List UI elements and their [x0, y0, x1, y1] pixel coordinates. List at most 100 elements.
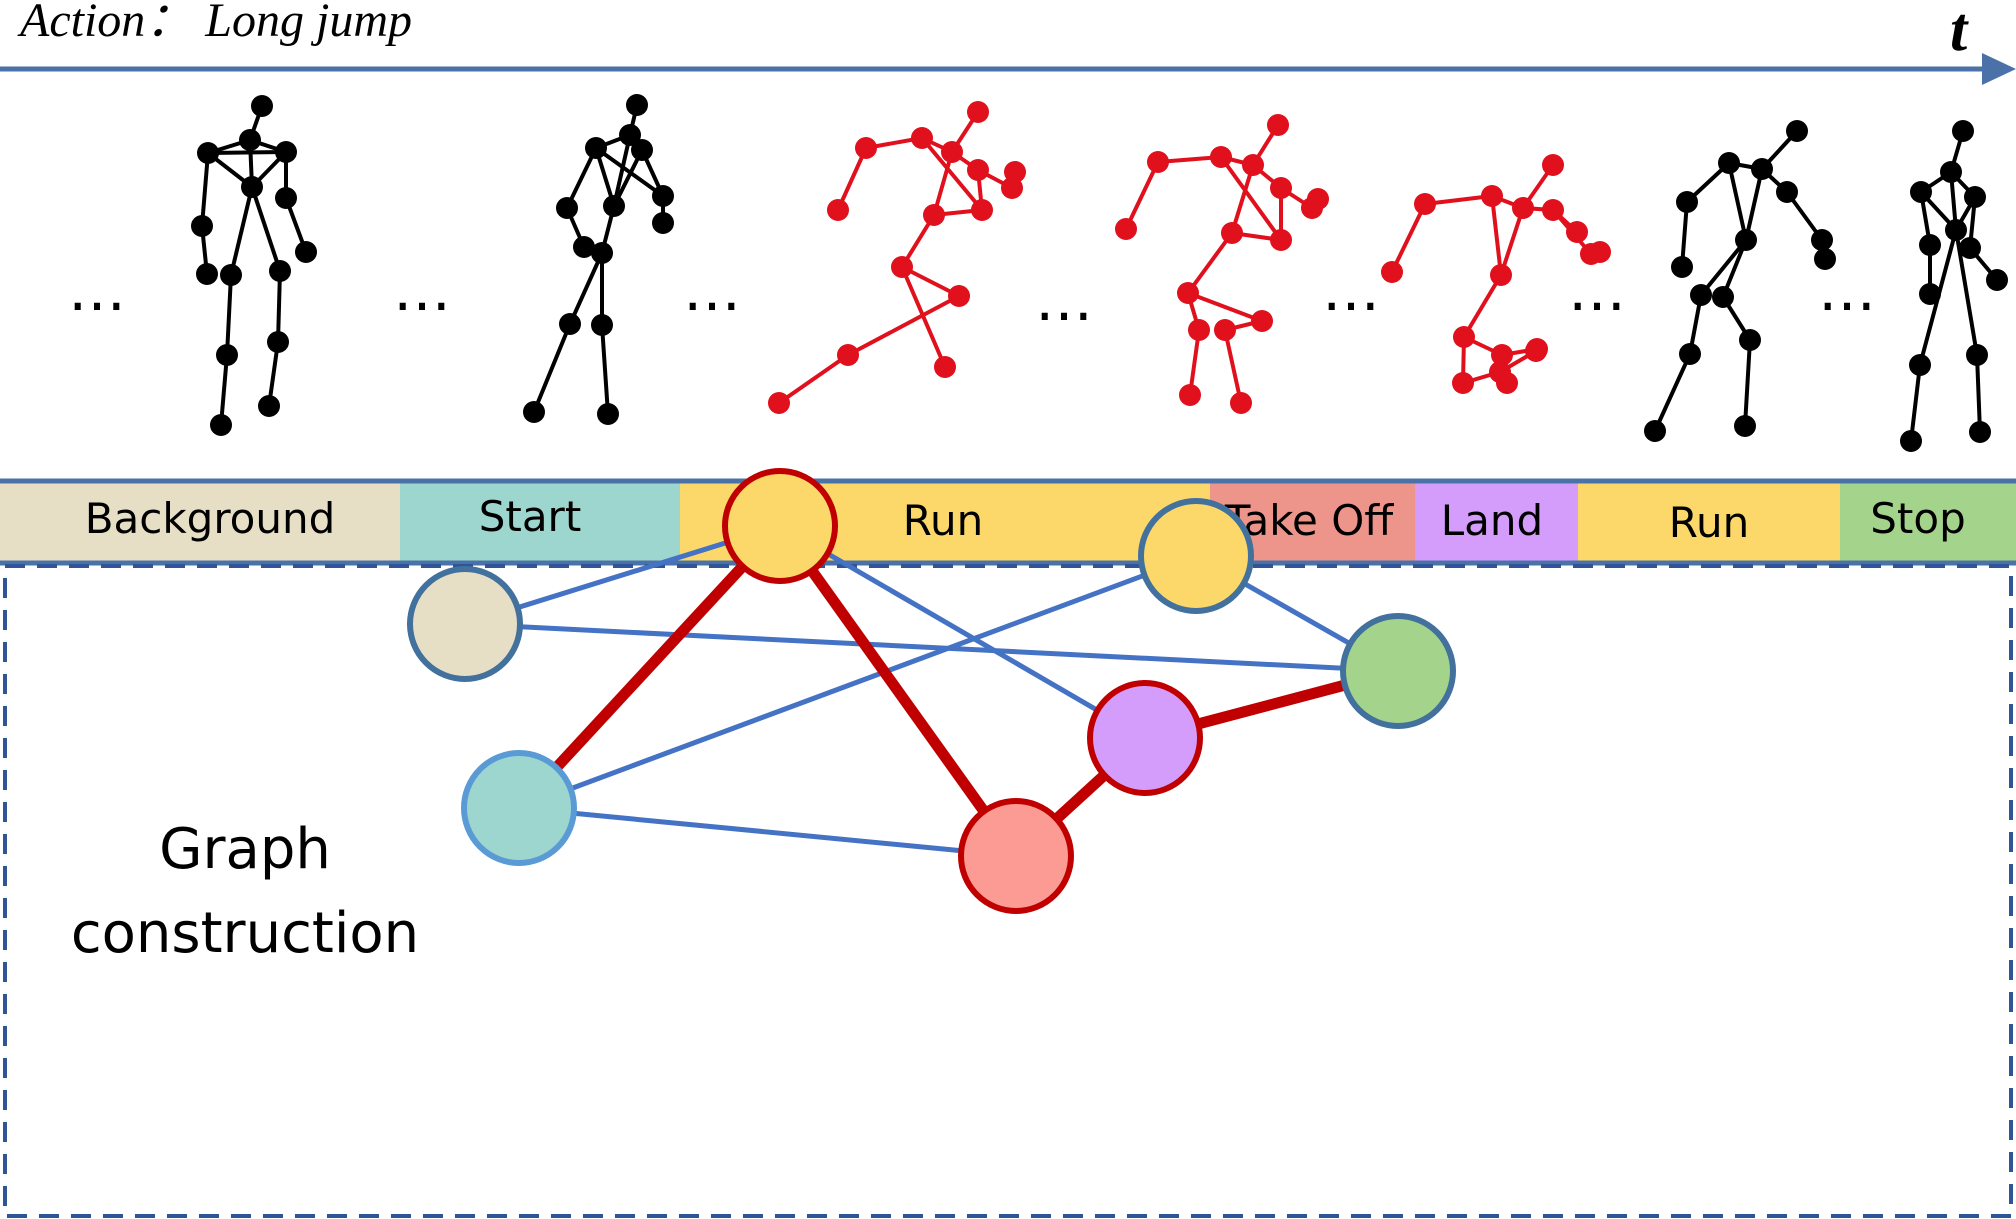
skeleton-joint — [1589, 241, 1611, 263]
skeleton-joint — [1676, 191, 1698, 213]
skeleton-joint — [1542, 199, 1564, 221]
skeleton-joint — [216, 344, 238, 366]
skeleton-bone — [1223, 328, 1243, 405]
skeleton-bone — [200, 151, 210, 228]
skeleton-joint — [275, 187, 297, 209]
node-background — [407, 566, 523, 682]
skeleton-joint — [619, 124, 641, 146]
skeleton-joint — [196, 263, 218, 285]
skeleton-bone — [1909, 363, 1922, 443]
skeleton-bone — [229, 185, 254, 277]
skeleton-joint — [1115, 218, 1137, 240]
skeleton-joint — [1919, 283, 1941, 305]
skeleton-joint — [1542, 154, 1564, 176]
skeleton-joint — [1221, 222, 1243, 244]
skeleton-joint — [239, 129, 261, 151]
skeleton-3 — [768, 101, 1026, 414]
skeleton-bone — [1124, 160, 1160, 231]
skeleton-joint — [1959, 237, 1981, 259]
skeleton-bone — [1743, 338, 1752, 428]
skeleton-joint — [585, 137, 607, 159]
skeleton-joint — [827, 199, 849, 221]
skeleton-joint — [1671, 256, 1693, 278]
time-axis-arrow — [0, 53, 2016, 85]
skeleton-joint — [1964, 186, 1986, 208]
edge-run1-land — [778, 523, 1147, 741]
skeleton-joint — [559, 313, 581, 335]
segment-run-2 — [1578, 481, 1840, 563]
segment-label-start: Start — [479, 492, 582, 541]
skeleton-bone — [1230, 163, 1255, 235]
node-takeoff — [958, 798, 1074, 914]
skeleton-5 — [1381, 154, 1611, 394]
graph-panel-title-line2: construction — [71, 901, 419, 966]
skeleton-joint — [1786, 120, 1808, 142]
skeleton-joint — [251, 95, 273, 117]
ellipsis: … — [393, 256, 451, 324]
skeleton-joint — [241, 176, 263, 198]
ellipsis: … — [683, 256, 741, 324]
skeleton-bone — [1499, 206, 1525, 277]
edge-start-run2 — [518, 553, 1197, 811]
ellipsis: … — [1322, 256, 1380, 324]
skeleton-joint — [1718, 152, 1740, 174]
edge-start-takeoff — [518, 805, 1017, 859]
graph-panel-title-line1: Graph — [159, 817, 331, 882]
skeleton-joint — [971, 199, 993, 221]
skeleton-joint — [1004, 161, 1026, 183]
edge-start-run1 — [514, 522, 785, 812]
action-segment-bar: Background Start Run Take Off Land Run S… — [0, 478, 2016, 566]
skeleton-joint — [275, 141, 297, 163]
skeleton-joint — [1307, 188, 1329, 210]
skeleton-joint — [269, 260, 291, 282]
skeleton-joint — [603, 195, 625, 217]
skeleton-bone — [1744, 167, 1764, 242]
skeleton-joint — [191, 215, 213, 237]
skeleton-joint — [1512, 197, 1534, 219]
skeleton-joint — [1210, 146, 1232, 168]
skeleton-bone — [1727, 161, 1748, 242]
skeleton-joint — [523, 401, 545, 423]
segment-land — [1415, 481, 1578, 563]
segment-label-stop: Stop — [1870, 494, 1965, 543]
skeleton-bone — [836, 146, 868, 212]
skeleton-joint — [258, 395, 280, 417]
skeleton-joint — [1490, 264, 1512, 286]
skeleton-joint — [267, 331, 289, 353]
skeleton-joint — [1751, 158, 1773, 180]
graph-nodes — [407, 468, 1456, 914]
node-run2 — [1138, 498, 1254, 614]
skeleton-4 — [1115, 114, 1329, 414]
skeleton-joint — [652, 212, 674, 234]
skeleton-bone — [1423, 194, 1494, 206]
skeleton-joint — [652, 185, 674, 207]
skeleton-joint — [1230, 392, 1252, 414]
skeleton-joint — [1814, 248, 1836, 270]
skeleton-joint — [1481, 185, 1503, 207]
segment-label-run-1: Run — [903, 496, 984, 545]
skeleton-joint — [948, 285, 970, 307]
skeleton-bone — [1653, 352, 1692, 433]
skeleton-joint — [573, 236, 595, 258]
skeleton-joint — [891, 256, 913, 278]
segment-stop — [1840, 481, 2016, 563]
skeleton-joint — [1525, 340, 1547, 362]
action-title: Action： Long jump — [17, 0, 412, 47]
skeleton-joint — [1910, 181, 1932, 203]
time-axis-label: t — [1950, 0, 1969, 64]
skeleton-joint — [1381, 261, 1403, 283]
skeleton-joint — [967, 101, 989, 123]
skeleton-bone — [1699, 238, 1748, 297]
skeleton-joint — [591, 314, 613, 336]
skeleton-joint — [1739, 329, 1761, 351]
skeleton-joint — [1188, 319, 1210, 341]
skeleton-joint — [591, 242, 613, 264]
skeleton-joint — [911, 127, 933, 149]
skeleton-bone — [777, 353, 850, 405]
skeleton-joint — [1566, 221, 1588, 243]
skeleton-joint — [626, 94, 648, 116]
skeleton-bone — [568, 251, 604, 326]
edge-run1-takeoff — [775, 522, 1021, 860]
skeleton-joint — [1679, 343, 1701, 365]
